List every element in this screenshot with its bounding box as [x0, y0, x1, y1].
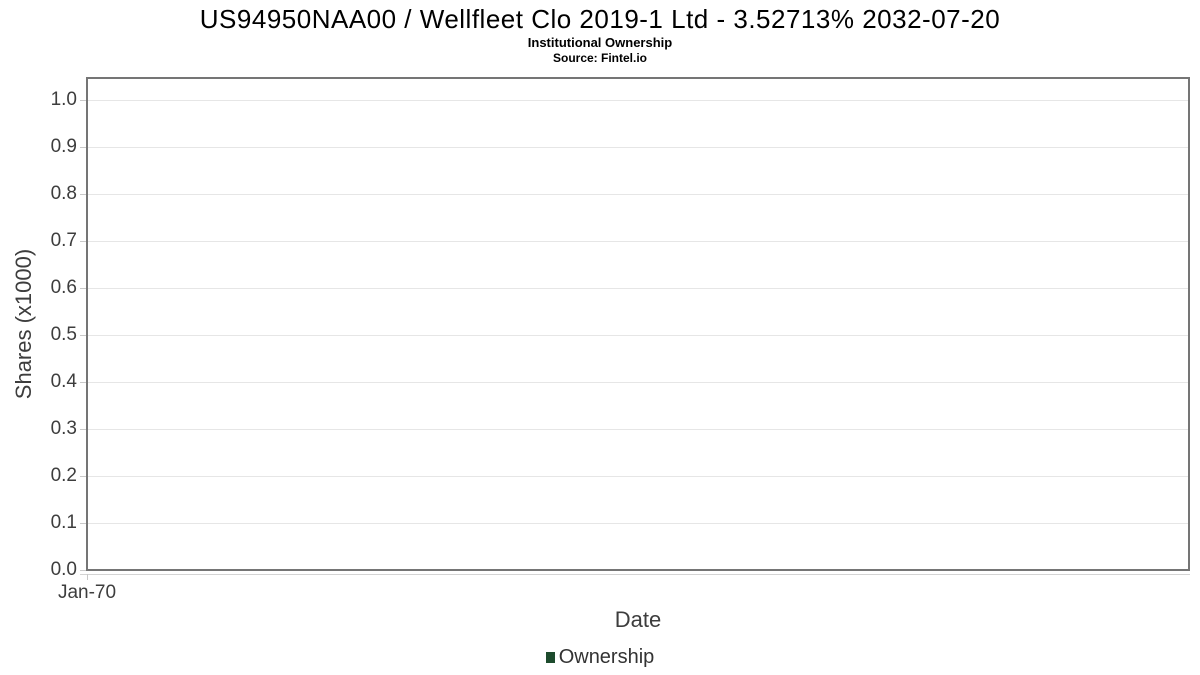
y-axis-tick-label: 0.3 — [50, 418, 77, 439]
plot-area — [86, 77, 1190, 571]
y-axis-tick-mark — [80, 523, 86, 524]
y-axis-tick-label: 0.5 — [50, 324, 77, 345]
legend: Ownership — [0, 646, 1200, 669]
gridline — [88, 335, 1188, 336]
y-axis-tick-mark — [80, 194, 86, 195]
chart-subtitle: Institutional Ownership — [527, 35, 673, 50]
x-axis-tick-mark — [87, 574, 88, 580]
y-axis-tick-mark — [80, 476, 86, 477]
y-axis-tick-label: 0.0 — [50, 559, 77, 580]
y-axis-tick-label: 0.1 — [50, 512, 77, 533]
gridline — [88, 476, 1188, 477]
x-axis-label: Date — [614, 607, 662, 632]
y-axis-tick-mark — [80, 382, 86, 383]
x-axis-tick-label: Jan-70 — [57, 582, 117, 603]
gridline — [88, 288, 1188, 289]
legend-item-ownership[interactable]: Ownership — [545, 646, 655, 669]
y-axis-tick-mark — [80, 335, 86, 336]
y-axis-tick-label: 0.4 — [50, 371, 77, 392]
gridline — [88, 100, 1188, 101]
gridline — [88, 382, 1188, 383]
legend-ownership-label[interactable]: Ownership — [558, 646, 655, 668]
gridline — [88, 147, 1188, 148]
y-axis-tick-mark — [80, 147, 86, 148]
legend-ownership-swatch-icon — [545, 652, 555, 663]
y-axis-tick-mark — [80, 429, 86, 430]
gridline — [88, 194, 1188, 195]
y-axis-tick-label: 1.0 — [50, 89, 77, 110]
y-axis-tick-label: 0.9 — [50, 136, 77, 157]
y-axis-tick-label: 0.7 — [50, 230, 77, 251]
gridline — [88, 429, 1188, 430]
y-axis-tick-mark — [80, 241, 86, 242]
y-axis-tick-label: 0.2 — [50, 465, 77, 486]
y-axis-tick-label: 0.8 — [50, 183, 77, 204]
gridline — [88, 241, 1188, 242]
y-axis-tick-mark — [80, 288, 86, 289]
x-axis-line — [80, 574, 1190, 575]
chart-title: US94950NAA00 / Wellfleet Clo 2019-1 Ltd … — [199, 4, 1001, 34]
y-axis-tick-label: 0.6 — [50, 277, 77, 298]
gridline — [88, 523, 1188, 524]
y-axis-tick-mark — [80, 570, 86, 571]
y-axis-tick-mark — [80, 100, 86, 101]
chart-source-credit: Source: Fintel.io — [552, 51, 647, 65]
